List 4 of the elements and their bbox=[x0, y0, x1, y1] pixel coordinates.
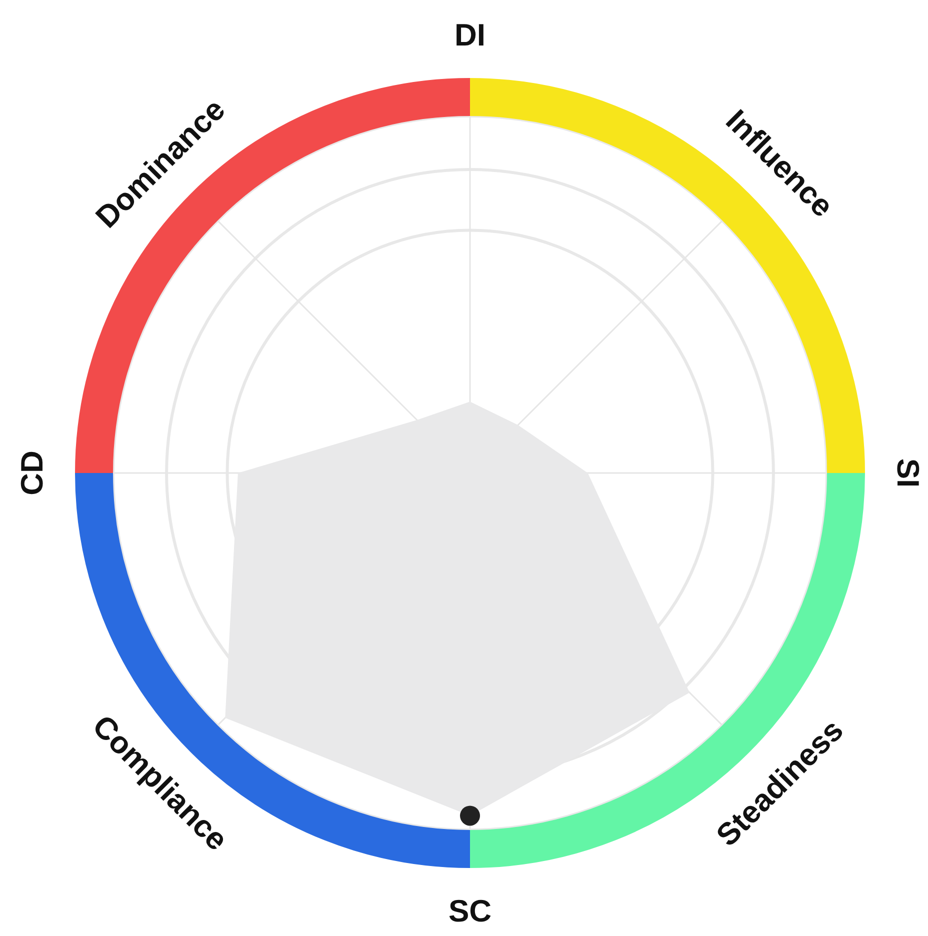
spoke-label: SC bbox=[448, 894, 492, 928]
spoke-label: DI bbox=[454, 18, 486, 52]
spoke-label: SI bbox=[890, 458, 926, 488]
spoke-label: CD bbox=[14, 450, 50, 496]
